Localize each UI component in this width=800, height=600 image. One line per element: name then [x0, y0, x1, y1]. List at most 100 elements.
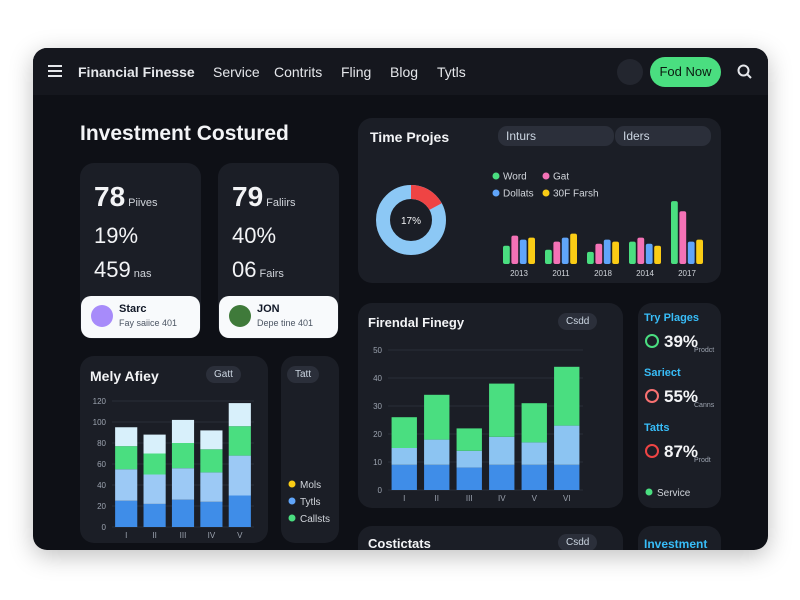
bar [637, 237, 645, 264]
stat-card: 78 Piives 19% 459 nas Starc Fay saiice 401 [80, 163, 201, 339]
cta-button[interactable]: Fod Now [650, 57, 721, 87]
bar [612, 241, 619, 264]
y-tick-label: 100 [93, 418, 107, 427]
search-icon[interactable] [737, 64, 753, 80]
stat-value: 459 [94, 257, 131, 282]
y-tick-label: 30 [373, 402, 382, 411]
chip-title: JON [257, 303, 280, 315]
panel-title: Costictats [368, 536, 431, 550]
app-frame: Financial Finesse Service Contrits Fling… [33, 48, 768, 550]
x-tick-label: 2011 [552, 269, 570, 278]
chip[interactable]: Gatt [206, 366, 241, 383]
stat-row: 79 Faliirs [232, 181, 296, 213]
y-tick-label: 20 [97, 502, 106, 511]
legend-swatch [542, 189, 550, 197]
bar-segment [200, 501, 223, 527]
nav-link[interactable]: Contrits [274, 64, 323, 80]
bar-segment [200, 472, 223, 502]
nav-link[interactable]: Fling [341, 64, 372, 80]
bar [587, 251, 594, 264]
y-tick-label: 0 [378, 486, 383, 495]
chip[interactable]: Csdd [558, 313, 598, 330]
x-tick-label: 2018 [594, 269, 612, 278]
legend-label: 30F Farsh [553, 189, 599, 200]
bar [561, 237, 569, 264]
bar-segment [554, 366, 580, 426]
profile-chip[interactable]: Starc Fay saiice 401 [81, 296, 200, 338]
bar-segment [391, 417, 417, 448]
panel-title: Investment [644, 537, 708, 550]
nav-link[interactable]: Tytls [437, 64, 466, 80]
side-footer: Service [657, 488, 691, 499]
x-tick-label: III [466, 494, 473, 503]
stat-unit: Piives [128, 197, 158, 209]
bar-segment [456, 467, 482, 490]
mely-panel: Mely Afiey Gatt 0 20 40 60 80 100 120 I II III IV V [80, 356, 268, 543]
x-tick-label: 2013 [510, 269, 528, 278]
stat-unit: nas [133, 268, 152, 280]
tatt-panel: Tatt Mols Tytls Callsts [281, 356, 339, 543]
bar-segment [424, 464, 450, 490]
notify-button[interactable] [617, 59, 643, 85]
side-title: Sariect [644, 367, 681, 379]
bar [696, 239, 703, 264]
stat-value: 19% [94, 223, 139, 248]
bar-segment [115, 500, 138, 527]
bar-segment [489, 436, 515, 465]
bar [595, 243, 603, 264]
side-note: Prodt [694, 457, 711, 464]
side-value: 55% [664, 387, 698, 406]
donut-segment [376, 185, 446, 255]
brand[interactable]: Financial Finesse [78, 64, 195, 80]
time-chart: 17% 2013 2011 2018 2014 2017 Word Gat Dollats 30F… [376, 172, 703, 278]
legend-label: Dollats [503, 189, 534, 200]
legend-swatch [288, 497, 296, 505]
legend-swatch [288, 514, 296, 522]
side-value: 87% [664, 442, 698, 461]
bar [553, 241, 561, 264]
nav-link[interactable]: Blog [390, 64, 419, 80]
stat-unit: Fairs [259, 268, 284, 280]
bar-segment [424, 394, 450, 440]
x-tick-label: V [237, 531, 243, 540]
x-tick-label: I [403, 494, 405, 503]
bar [528, 237, 535, 264]
y-tick-label: 20 [373, 430, 382, 439]
bar [545, 249, 552, 264]
menu-icon[interactable] [48, 65, 62, 77]
bar [603, 239, 611, 264]
x-tick-label: VI [563, 494, 571, 503]
bar-segment [456, 428, 482, 451]
avatar [91, 305, 113, 327]
bar [671, 201, 678, 264]
stat-value: 79 [232, 181, 264, 212]
profile-chip[interactable]: JON Depe tine 401 [219, 296, 338, 338]
chip[interactable]: Tatt [287, 366, 320, 383]
legend-swatch [492, 172, 500, 180]
bar-segment [554, 464, 580, 490]
stat-value: 40% [232, 223, 277, 248]
legend-label: Callsts [300, 514, 330, 525]
filter[interactable]: Iders [615, 126, 711, 146]
chip[interactable]: Csdd [558, 534, 598, 550]
bar-segment [200, 449, 223, 473]
bar-segment [171, 443, 195, 469]
y-tick-label: 40 [373, 374, 382, 383]
legend-swatch [492, 189, 500, 197]
legend-label: Tytls [300, 497, 321, 508]
nav-bar: Financial Finesse Service Contrits Fling… [33, 48, 768, 95]
filter[interactable]: Inturs [498, 126, 614, 146]
bar [679, 211, 687, 264]
bar-segment [171, 468, 195, 500]
bar [654, 245, 661, 264]
legend-label: Mols [300, 480, 321, 491]
bottom-side-panel: Investment [638, 526, 721, 550]
x-tick-label: 2017 [678, 269, 696, 278]
nav-link[interactable]: Service [213, 64, 260, 80]
donut-label: 17% [401, 216, 421, 227]
stat-card: 79 Faliirs 40% 06 Fairs JON Depe tine 401 [218, 163, 339, 339]
finegy-panel: Firendal Finegy Csdd 0 10 20 30 40 50 I II III IV… [358, 303, 623, 508]
stat-value: 06 [232, 257, 257, 282]
tatt-legend: Mols Tytls Callsts [288, 480, 330, 525]
